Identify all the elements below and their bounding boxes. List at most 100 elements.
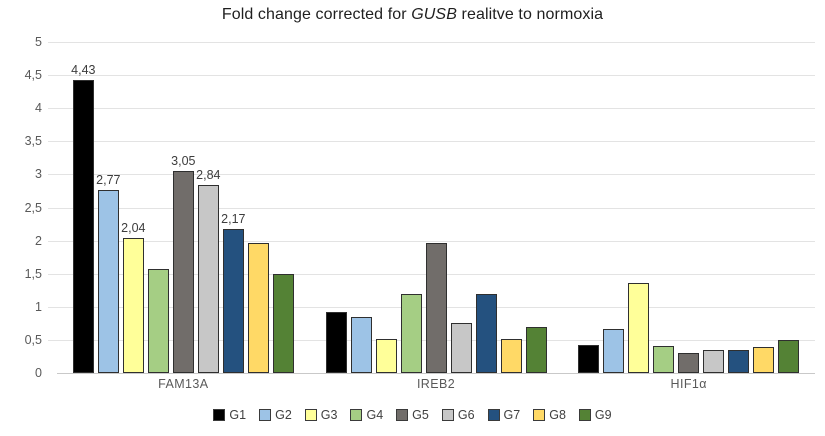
bar-g3-fam13a bbox=[122, 238, 144, 373]
data-label: 2,77 bbox=[96, 173, 121, 187]
legend-swatch-icon bbox=[213, 409, 226, 421]
bar-row bbox=[325, 42, 547, 373]
legend-label: G5 bbox=[412, 408, 429, 422]
legend-swatch-icon bbox=[350, 409, 363, 421]
bar-g1-fam13a bbox=[72, 80, 94, 373]
bar-g3-ireb2 bbox=[375, 339, 397, 373]
y-axis-tick-labels: 5 4,5 4 3,5 3 2,5 2 1,5 1 0,5 0 bbox=[0, 35, 44, 380]
bar-g2-ireb2 bbox=[350, 317, 372, 373]
bar-group-fam13a: 4,43 2,77 2,04 3,05 2,84 2,17 bbox=[57, 42, 310, 373]
legend-item-g9: G9 bbox=[578, 408, 612, 422]
bar-g4-ireb2 bbox=[400, 294, 422, 373]
y-tick-label: 4,5 bbox=[24, 68, 42, 83]
gridline bbox=[48, 42, 815, 43]
bar-g4-fam13a bbox=[147, 269, 169, 373]
bar-g2-hif1α bbox=[603, 329, 625, 373]
legend-item-g5: G5 bbox=[396, 408, 429, 422]
legend-label: G2 bbox=[275, 408, 292, 422]
bar-slot bbox=[350, 317, 372, 373]
bar-g4-hif1α bbox=[653, 346, 675, 373]
data-label: 4,43 bbox=[71, 63, 96, 77]
bar-slot bbox=[450, 323, 472, 373]
bar-slot bbox=[147, 269, 169, 373]
gridline bbox=[48, 174, 815, 176]
bar-slot bbox=[628, 283, 650, 373]
bar-g7-fam13a bbox=[222, 229, 244, 373]
y-tick-label: 1 bbox=[35, 299, 42, 314]
bar-slot bbox=[603, 329, 625, 373]
bar-g8-ireb2 bbox=[500, 339, 522, 373]
y-tick-label: 5 bbox=[35, 35, 42, 49]
chart-title-prefix: Fold change corrected for bbox=[221, 6, 412, 23]
bar-g2-fam13a bbox=[97, 190, 119, 373]
bar-slot: 3,05 bbox=[171, 154, 196, 373]
y-tick-label: 1,5 bbox=[24, 266, 42, 281]
data-label: 2,84 bbox=[196, 168, 221, 182]
legend-swatch-icon bbox=[441, 409, 454, 421]
bar-g9-hif1α bbox=[778, 340, 800, 373]
bar-g6-hif1α bbox=[703, 350, 725, 373]
bar-slot bbox=[325, 312, 347, 373]
legend-swatch-icon bbox=[578, 409, 591, 421]
plot-area: 4,43 2,77 2,04 3,05 2,84 2,17 bbox=[48, 42, 815, 374]
bar-g9-fam13a bbox=[272, 274, 294, 373]
bar-g5-fam13a bbox=[172, 171, 194, 373]
legend-item-g2: G2 bbox=[259, 408, 292, 422]
legend-label: G6 bbox=[457, 408, 475, 422]
y-tick-label: 3 bbox=[35, 167, 42, 182]
bar-slot bbox=[425, 243, 447, 373]
y-tick-label: 2 bbox=[35, 233, 42, 248]
legend-swatch-icon bbox=[533, 409, 546, 421]
legend-swatch-icon bbox=[396, 409, 409, 421]
legend-label: G4 bbox=[366, 408, 384, 422]
bar-slot bbox=[475, 294, 497, 373]
bar-slot bbox=[578, 345, 600, 373]
chart-title-gene-italic: GUSB bbox=[411, 6, 457, 23]
legend-item-g4: G4 bbox=[350, 408, 383, 422]
bar-slot bbox=[272, 274, 294, 373]
data-label: 2,17 bbox=[221, 212, 246, 226]
legend-label: G8 bbox=[549, 408, 566, 422]
bar-slot bbox=[400, 294, 422, 373]
x-axis-category-labels: FAM13A IREB2 HIF1α bbox=[57, 377, 815, 391]
legend-label: G3 bbox=[320, 408, 338, 422]
bar-slot bbox=[525, 327, 547, 373]
gridline bbox=[48, 75, 815, 77]
bar-g6-ireb2 bbox=[450, 323, 472, 373]
bar-slot bbox=[247, 243, 269, 373]
gridline bbox=[48, 108, 815, 110]
bar-slot: 2,77 bbox=[96, 173, 121, 373]
bar-slot bbox=[653, 346, 675, 373]
category-label-hif1α: HIF1α bbox=[670, 377, 707, 391]
legend-swatch-icon bbox=[304, 409, 317, 421]
legend-item-g7: G7 bbox=[487, 408, 520, 422]
bar-slot bbox=[500, 339, 522, 373]
bar-slot bbox=[753, 347, 775, 373]
category-label-fam13a: FAM13A bbox=[158, 377, 209, 391]
bar-slot bbox=[678, 353, 700, 373]
bar-row: 4,43 2,77 2,04 3,05 2,84 2,17 bbox=[71, 42, 294, 373]
bar-g7-hif1α bbox=[728, 350, 750, 373]
bar-g7-ireb2 bbox=[475, 294, 497, 373]
bar-slot: 2,84 bbox=[196, 168, 221, 373]
bar-group-ireb2 bbox=[310, 42, 563, 373]
y-tick-label: 4 bbox=[35, 101, 42, 116]
y-tick-label: 0,5 bbox=[24, 332, 42, 347]
bar-g8-hif1α bbox=[753, 347, 775, 373]
data-label: 3,05 bbox=[171, 154, 196, 168]
chart-title: Fold change corrected for GUSB realitve … bbox=[0, 6, 825, 24]
legend-item-g8: G8 bbox=[533, 408, 566, 422]
chart-title-suffix: realitve to normoxia bbox=[456, 6, 604, 23]
bar-row bbox=[578, 42, 800, 373]
gridline bbox=[48, 141, 815, 143]
bar-slot: 2,04 bbox=[121, 221, 146, 373]
bar-g1-ireb2 bbox=[325, 312, 347, 373]
bar-slot bbox=[375, 339, 397, 373]
legend-item-g3: G3 bbox=[304, 408, 338, 422]
data-label: 2,04 bbox=[121, 221, 146, 235]
bar-group-hif1α bbox=[562, 42, 815, 373]
bar-g5-hif1α bbox=[678, 353, 700, 373]
y-tick-label: 2,5 bbox=[24, 200, 42, 215]
gridline bbox=[48, 207, 815, 209]
